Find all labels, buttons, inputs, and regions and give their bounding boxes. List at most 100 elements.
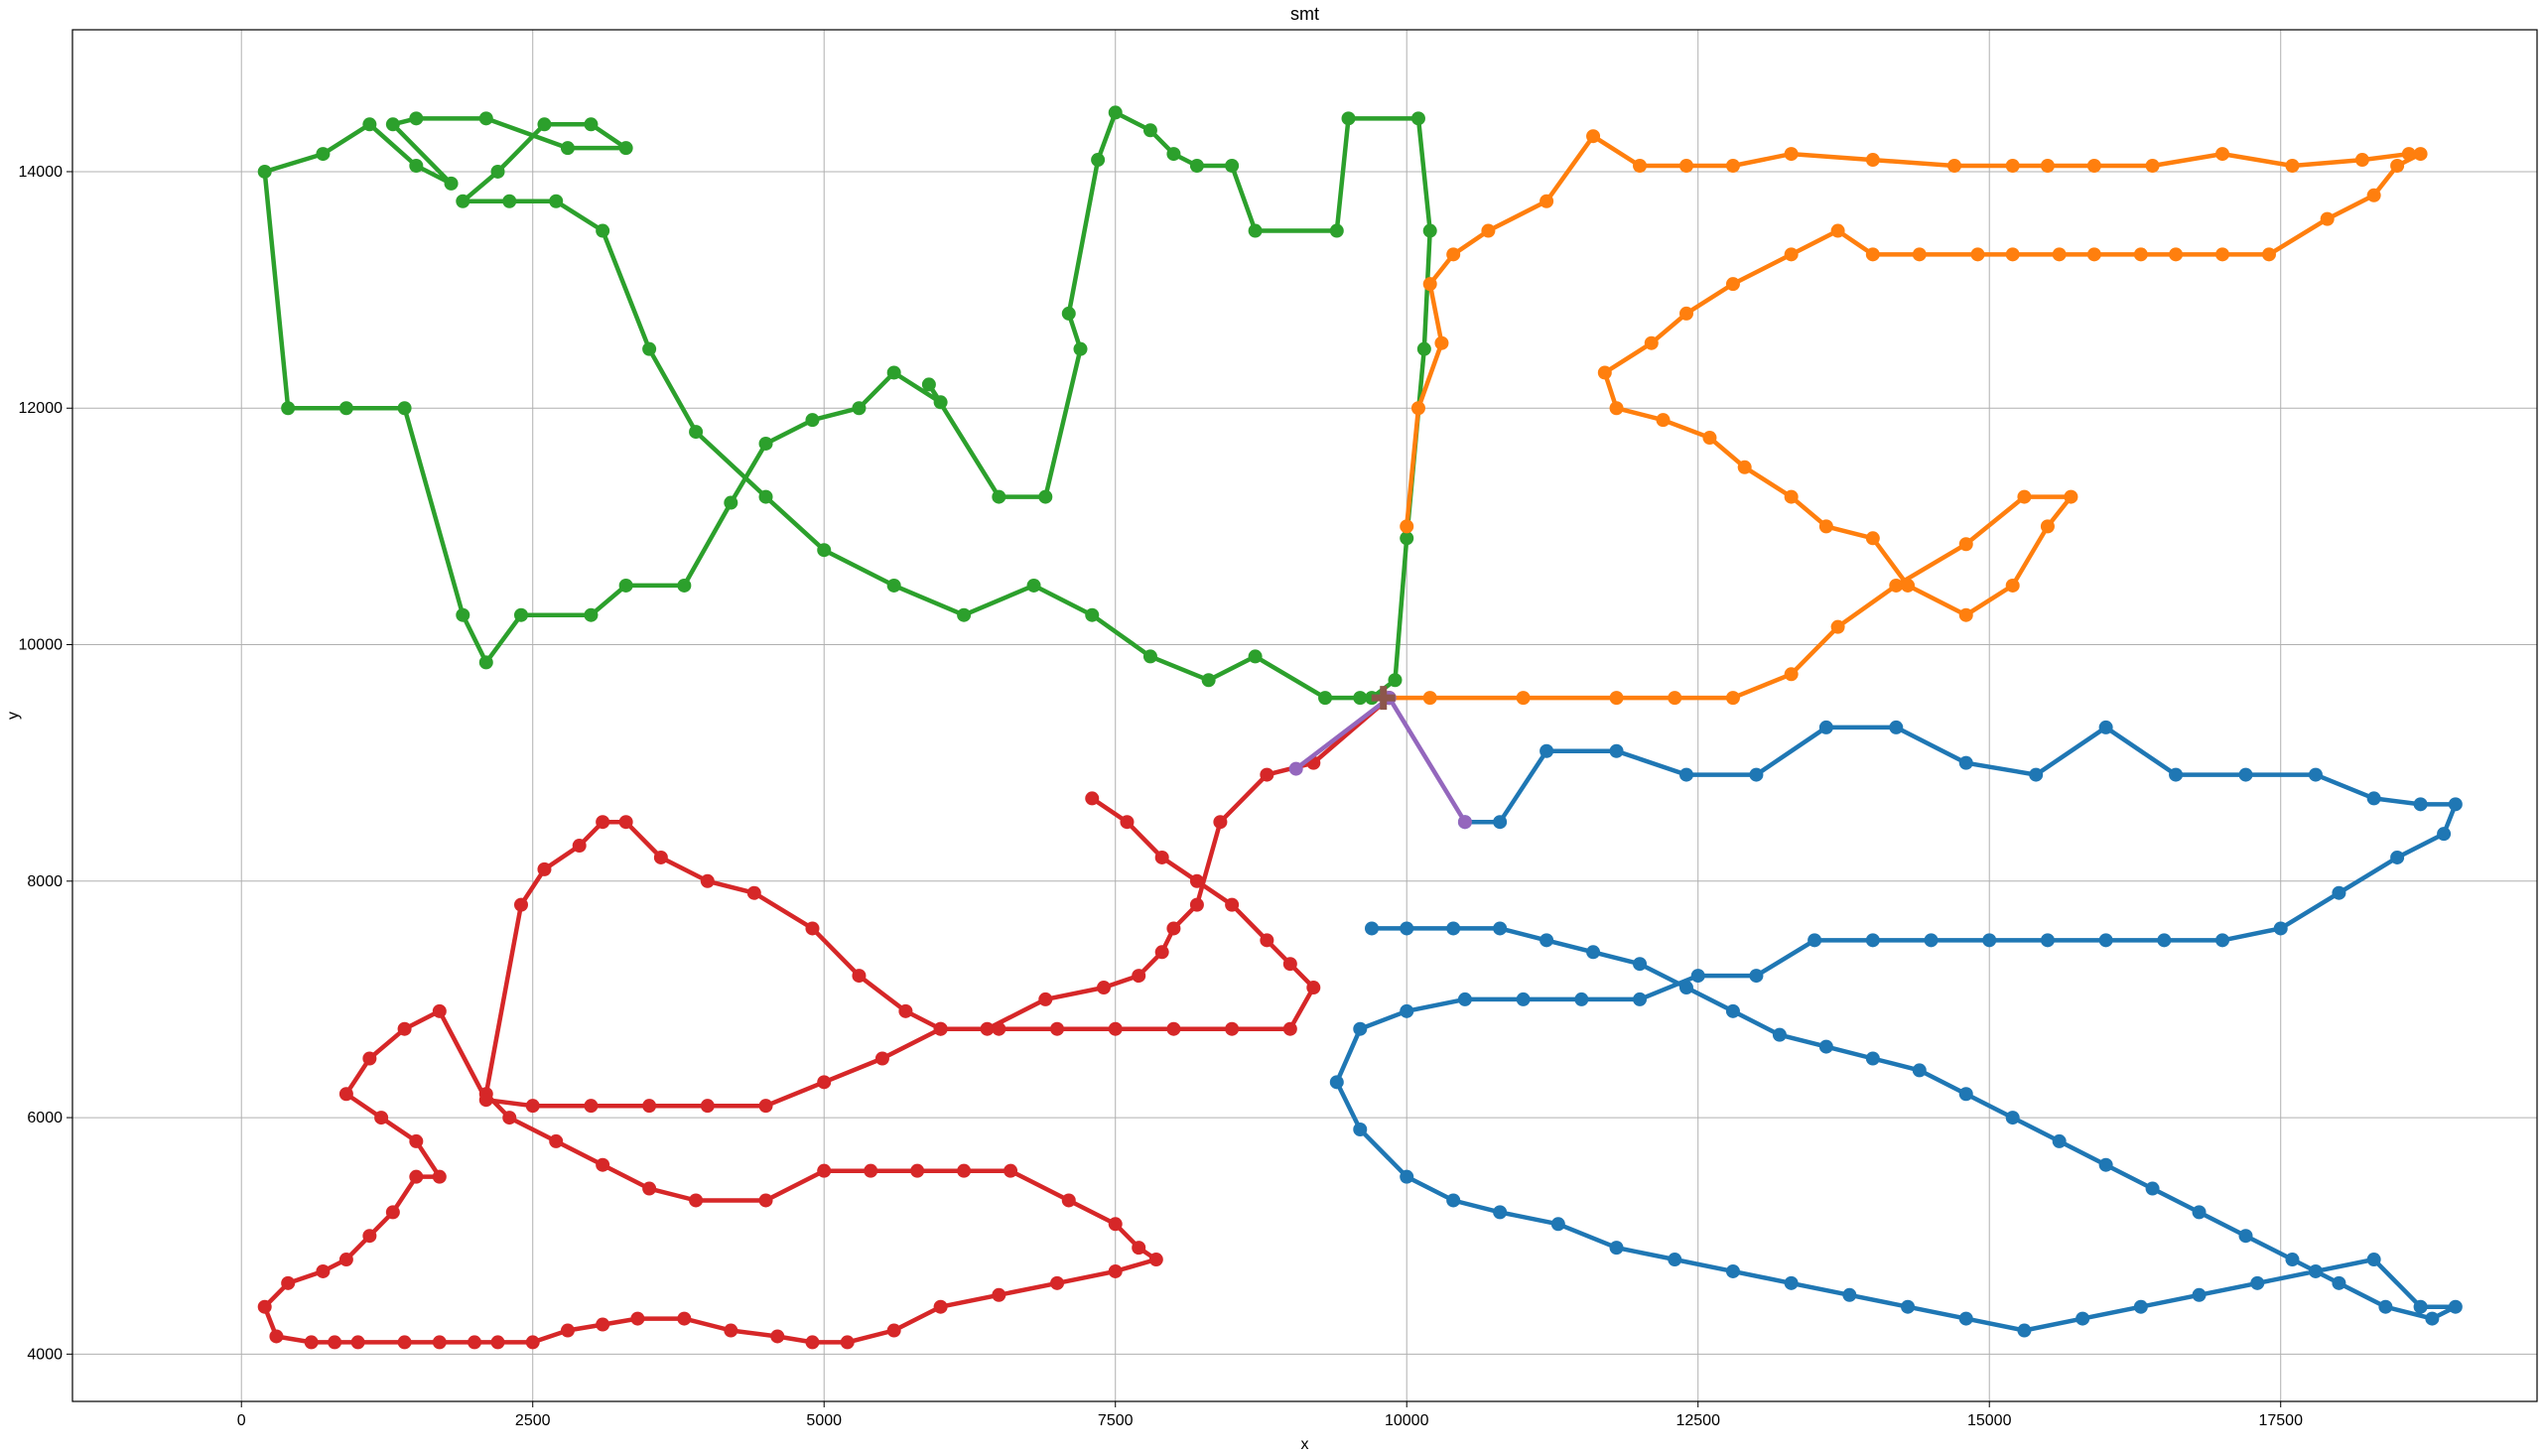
data-point [1830,223,1845,238]
data-point [1189,873,1204,888]
data-point [992,1021,1006,1036]
data-point [1142,123,1157,138]
x-tick-label: 5000 [806,1412,842,1429]
data-point [525,1099,540,1114]
x-axis-label: x [1301,1436,1309,1453]
data-point [992,1287,1006,1302]
data-point [2052,1133,2067,1148]
data-point [596,1157,610,1172]
data-point [478,655,493,670]
data-point [2040,933,2055,948]
y-tick-label: 4000 [27,1346,63,1363]
data-point [2145,159,2160,174]
data-point [338,1253,353,1267]
data-point [1365,921,1380,936]
series-3 [257,691,1397,1350]
data-point [1457,815,1472,830]
data-point [1889,578,1904,593]
data-point [1540,933,1554,948]
data-point [1958,607,1973,622]
data-point [1516,691,1531,706]
data-point [1050,1021,1065,1036]
data-point [2098,933,2113,948]
data-point [2285,159,2300,174]
data-point [886,1323,901,1338]
data-point [1842,1287,1857,1302]
data-point [2273,921,2288,936]
data-point [513,897,528,912]
data-point [1132,1241,1146,1256]
data-point [560,141,575,156]
data-point [1400,921,1414,936]
data-point [549,1133,564,1148]
data-point [957,1163,972,1178]
data-point [385,117,400,132]
data-point [1166,147,1181,162]
data-point [886,578,901,593]
data-point [618,815,633,830]
data-point [1737,460,1752,474]
data-point [2437,827,2452,842]
data-point [933,1299,948,1314]
data-point [1865,247,1880,262]
data-point [1416,341,1431,356]
grid-layer [72,30,2537,1401]
data-point [2133,1299,2148,1314]
data-point [1353,1021,1368,1036]
data-point [2401,147,2416,162]
data-point [304,1335,319,1350]
data-point [2448,1299,2463,1314]
data-point [1540,743,1554,758]
chart-title: smt [1290,4,1319,24]
data-point [1446,247,1461,262]
data-point [281,401,296,416]
data-point [432,1335,447,1350]
data-point [1516,992,1531,1006]
data-point [2157,933,2172,948]
data-point [1678,767,1693,782]
data-point [1725,1003,1740,1018]
data-point [1306,981,1321,995]
data-point [1818,519,1833,534]
data-point [1282,957,1297,972]
y-tick-label: 12000 [19,400,64,417]
data-point [1784,489,1799,504]
data-point [1818,720,1833,734]
data-point [2378,1299,2393,1314]
data-point [618,578,633,593]
depot-marker [1371,686,1396,711]
data-point [1282,1021,1297,1036]
data-point [1609,743,1624,758]
data-point [1329,1075,1344,1090]
tick-layer: 0 2500 5000 7500 10000 12500 15000 17500 4000 600… [19,164,2304,1429]
data-point [933,395,948,410]
data-point [1073,341,1088,356]
data-point [338,401,353,416]
data-point [2005,1111,2020,1125]
data-point [444,176,459,191]
data-point [724,495,738,510]
series-2 [1382,129,2428,706]
data-point [1633,992,1648,1006]
data-point [1260,933,1274,948]
data-point [478,1093,493,1108]
data-point [1132,969,1146,984]
data-point [1678,159,1693,174]
data-point [2005,578,2020,593]
data-point [1970,247,1985,262]
data-point [2040,519,2055,534]
data-point [1225,897,1240,912]
data-point [1108,1263,1123,1278]
data-point [1668,1253,1682,1267]
data-point [2076,1311,2090,1326]
data-point [584,117,599,132]
data-point [468,1335,482,1350]
data-point [1749,767,1764,782]
data-point [560,1323,575,1338]
data-point [642,341,657,356]
data-point [1586,945,1601,960]
data-point [1038,992,1053,1006]
data-point [2413,1299,2428,1314]
data-point [758,489,773,504]
data-point [1108,105,1123,120]
